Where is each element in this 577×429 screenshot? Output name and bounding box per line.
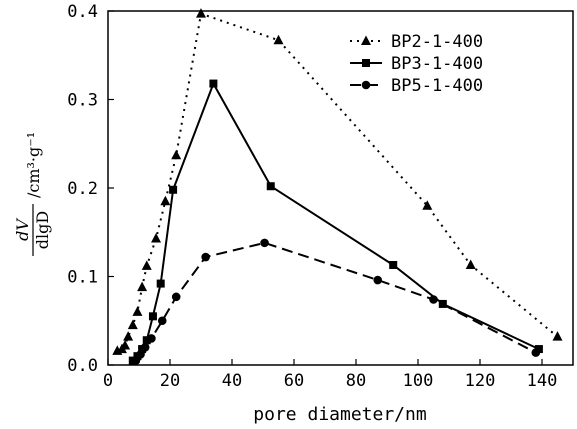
data-point — [389, 260, 398, 269]
data-point — [209, 79, 218, 88]
y-tick-label: 0.0 — [67, 356, 98, 376]
data-point — [552, 331, 563, 341]
data-point — [160, 195, 171, 206]
y-tick-label: 0.2 — [67, 179, 98, 199]
x-axis-label: pore diameter/nm — [253, 404, 426, 425]
data-point — [196, 8, 206, 18]
x-tick-label: 140 — [527, 371, 558, 391]
legend-label: BP3-1-400 — [391, 54, 483, 74]
data-point — [157, 316, 167, 326]
data-point — [260, 238, 269, 248]
data-point — [534, 345, 543, 354]
series-line — [135, 241, 537, 362]
y-tick-label: 0.4 — [67, 2, 98, 22]
data-point — [266, 182, 275, 191]
data-point — [429, 295, 438, 304]
data-point — [422, 200, 433, 210]
y-tick-label: 0.3 — [67, 91, 98, 111]
x-tick-label: 20 — [160, 371, 180, 391]
axis-ticks: 0 20 40 60 80 100 120 140 0.0 0.1 0.2 0.3 0.4 — [67, 2, 557, 391]
series-line — [116, 12, 559, 352]
data-point — [171, 292, 181, 302]
x-tick-label: 80 — [346, 371, 366, 391]
data-point — [156, 279, 165, 288]
x-tick-label: 0 — [103, 371, 113, 391]
series-layer — [112, 8, 563, 365]
y-axis-label-numerator: dV — [13, 218, 32, 241]
y-axis-label-unit: /cm³·g⁻¹ — [24, 132, 43, 198]
data-point — [136, 350, 145, 359]
legend-label: BP5-1-400 — [391, 76, 483, 96]
legend-item: BP3-1-400 — [350, 54, 483, 74]
legend-marker — [361, 35, 371, 45]
data-point — [132, 306, 143, 316]
data-point — [131, 356, 141, 365]
data-point — [140, 343, 150, 352]
y-tick-label: 0.1 — [67, 268, 98, 288]
series-BP2-1-400 — [112, 8, 563, 355]
series-BP3-1-400 — [128, 79, 543, 365]
data-point — [141, 260, 152, 270]
data-point — [123, 331, 134, 341]
series-BP5-1-400 — [131, 238, 541, 365]
legend-label: BP2-1-400 — [391, 32, 483, 52]
legend-item: BP2-1-400 — [350, 32, 483, 52]
data-point — [147, 334, 156, 343]
data-point — [169, 185, 178, 194]
data-point — [531, 348, 541, 357]
y-axis-label: dV dlgD /cm³·g⁻¹ — [13, 132, 52, 256]
data-point — [373, 275, 383, 285]
legend-marker — [361, 80, 371, 90]
x-tick-label: 60 — [284, 371, 304, 391]
data-point — [148, 312, 157, 321]
legend-item: BP5-1-400 — [350, 76, 483, 96]
data-point — [142, 336, 151, 345]
data-point — [201, 252, 210, 262]
data-point — [137, 281, 148, 292]
plot-frame — [107, 10, 574, 366]
data-point — [127, 319, 138, 330]
legend-marker — [362, 59, 370, 67]
data-point — [151, 232, 162, 243]
x-tick-label: 100 — [403, 371, 434, 391]
y-axis-label-denominator: dlgD — [33, 211, 52, 249]
data-point — [273, 34, 284, 45]
data-point — [465, 259, 476, 269]
data-point — [171, 149, 182, 160]
x-tick-label: 120 — [465, 371, 496, 391]
data-point — [120, 340, 131, 350]
x-tick-label: 40 — [222, 371, 242, 391]
series-line — [132, 81, 540, 362]
